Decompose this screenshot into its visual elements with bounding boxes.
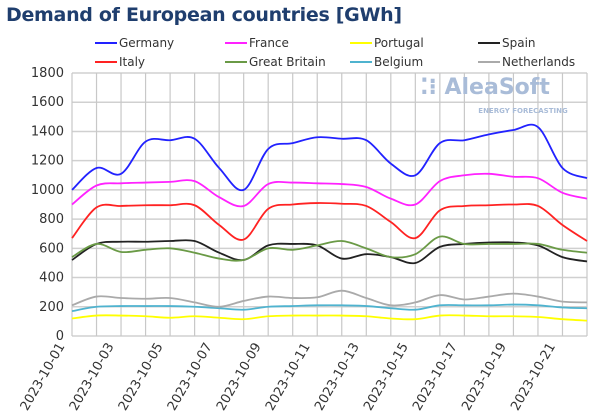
- y-tick-label: 200: [39, 300, 64, 315]
- x-tick-label: 2023-10-07: [165, 341, 216, 414]
- legend-item-great-britain: Great Britain: [225, 55, 326, 69]
- y-tick-label: 1000: [31, 183, 64, 198]
- y-tick-label: 400: [39, 271, 64, 286]
- series-line-italy: [71, 202, 588, 242]
- y-tick-label: 0: [56, 329, 64, 344]
- legend-item-germany: Germany: [95, 36, 174, 50]
- series-line-germany: [71, 123, 588, 192]
- x-tick-label: 2023-10-13: [312, 341, 363, 414]
- x-tick-label: 2023-10-19: [459, 341, 510, 414]
- series-line-france: [71, 172, 588, 208]
- watermark-tagline: ENERGY FORECASTING: [478, 107, 568, 115]
- y-tick-label: 600: [39, 241, 64, 256]
- y-tick-label: 800: [39, 212, 64, 227]
- legend-label: Portugal: [374, 36, 424, 50]
- y-tick-label: 1400: [31, 124, 64, 139]
- legend-item-italy: Italy: [95, 55, 145, 69]
- legend-item-france: France: [225, 36, 289, 50]
- x-tick-label: 2023-10-03: [67, 341, 118, 414]
- y-tick-label: 1200: [31, 154, 64, 169]
- x-tick-label: 2023-10-01: [18, 341, 69, 414]
- legend-label: Netherlands: [502, 55, 575, 69]
- series-line-spain: [71, 239, 588, 265]
- x-tick-label: 2023-10-15: [361, 341, 412, 414]
- x-tick-label: 2023-10-21: [508, 341, 559, 414]
- y-tick-label: 1600: [31, 95, 64, 110]
- series-line-netherlands: [71, 289, 588, 308]
- legend-label: Germany: [119, 36, 174, 50]
- legend-item-netherlands: Netherlands: [478, 55, 575, 69]
- y-tick-label: 1800: [31, 66, 64, 81]
- legend-label: Italy: [119, 55, 145, 69]
- legend-label: Belgium: [374, 55, 423, 69]
- x-tick-label: 2023-10-09: [214, 341, 265, 414]
- watermark-logo: ⁚⁝ AleaSoft: [420, 75, 550, 100]
- legend-label: France: [249, 36, 289, 50]
- x-tick-label: 2023-10-17: [410, 341, 461, 414]
- legend-label: Spain: [502, 36, 536, 50]
- legend-item-belgium: Belgium: [350, 55, 423, 69]
- series-line-great-britain: [71, 235, 588, 262]
- legend-label: Great Britain: [249, 55, 326, 69]
- legend-item-portugal: Portugal: [350, 36, 424, 50]
- series-line-belgium: [71, 303, 588, 313]
- x-tick-label: 2023-10-11: [263, 341, 314, 414]
- chart-title: Demand of European countries [GWh]: [6, 4, 402, 26]
- x-tick-label: 2023-10-05: [116, 341, 167, 414]
- series-line-portugal: [71, 314, 588, 322]
- legend-item-spain: Spain: [478, 36, 536, 50]
